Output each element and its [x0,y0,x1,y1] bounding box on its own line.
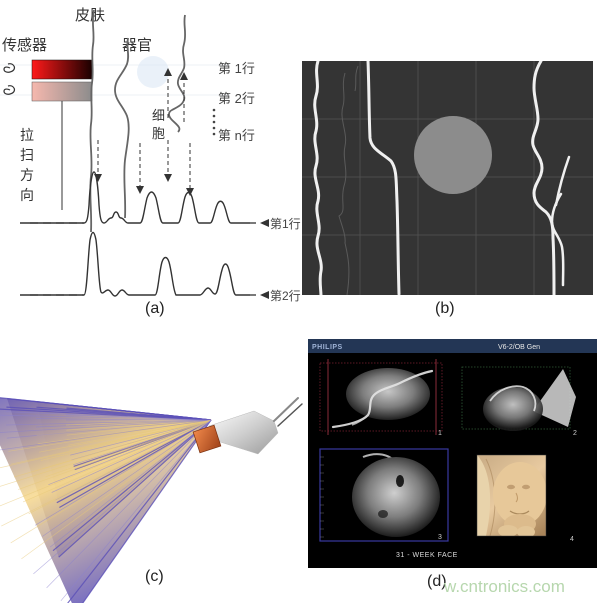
svg-text:3: 3 [438,534,442,541]
svg-text:方: 方 [20,167,34,183]
svg-text:4: 4 [570,536,574,543]
svg-text:PHILIPS: PHILIPS [312,344,343,351]
svg-text:器官: 器官 [122,37,152,54]
svg-text:扫: 扫 [20,147,34,163]
svg-text:胞: 胞 [152,126,165,141]
svg-text:31 - WEEK FACE: 31 - WEEK FACE [396,552,458,559]
svg-text:2: 2 [573,430,577,437]
svg-text:第 1行: 第 1行 [218,61,255,76]
svg-text:第1行: 第1行 [270,217,301,231]
svg-text:皮肤: 皮肤 [75,7,105,24]
svg-text:向: 向 [20,187,34,203]
svg-text:1: 1 [438,430,442,437]
svg-text:第2行: 第2行 [270,289,301,303]
svg-text:第 n行: 第 n行 [218,128,255,143]
svg-text:第 2行: 第 2行 [218,91,255,106]
svg-text:传感器: 传感器 [2,37,47,54]
svg-text:细: 细 [152,108,165,123]
svg-text:V6-2/OB Gen: V6-2/OB Gen [498,344,540,351]
svg-text:拉: 拉 [20,127,34,143]
